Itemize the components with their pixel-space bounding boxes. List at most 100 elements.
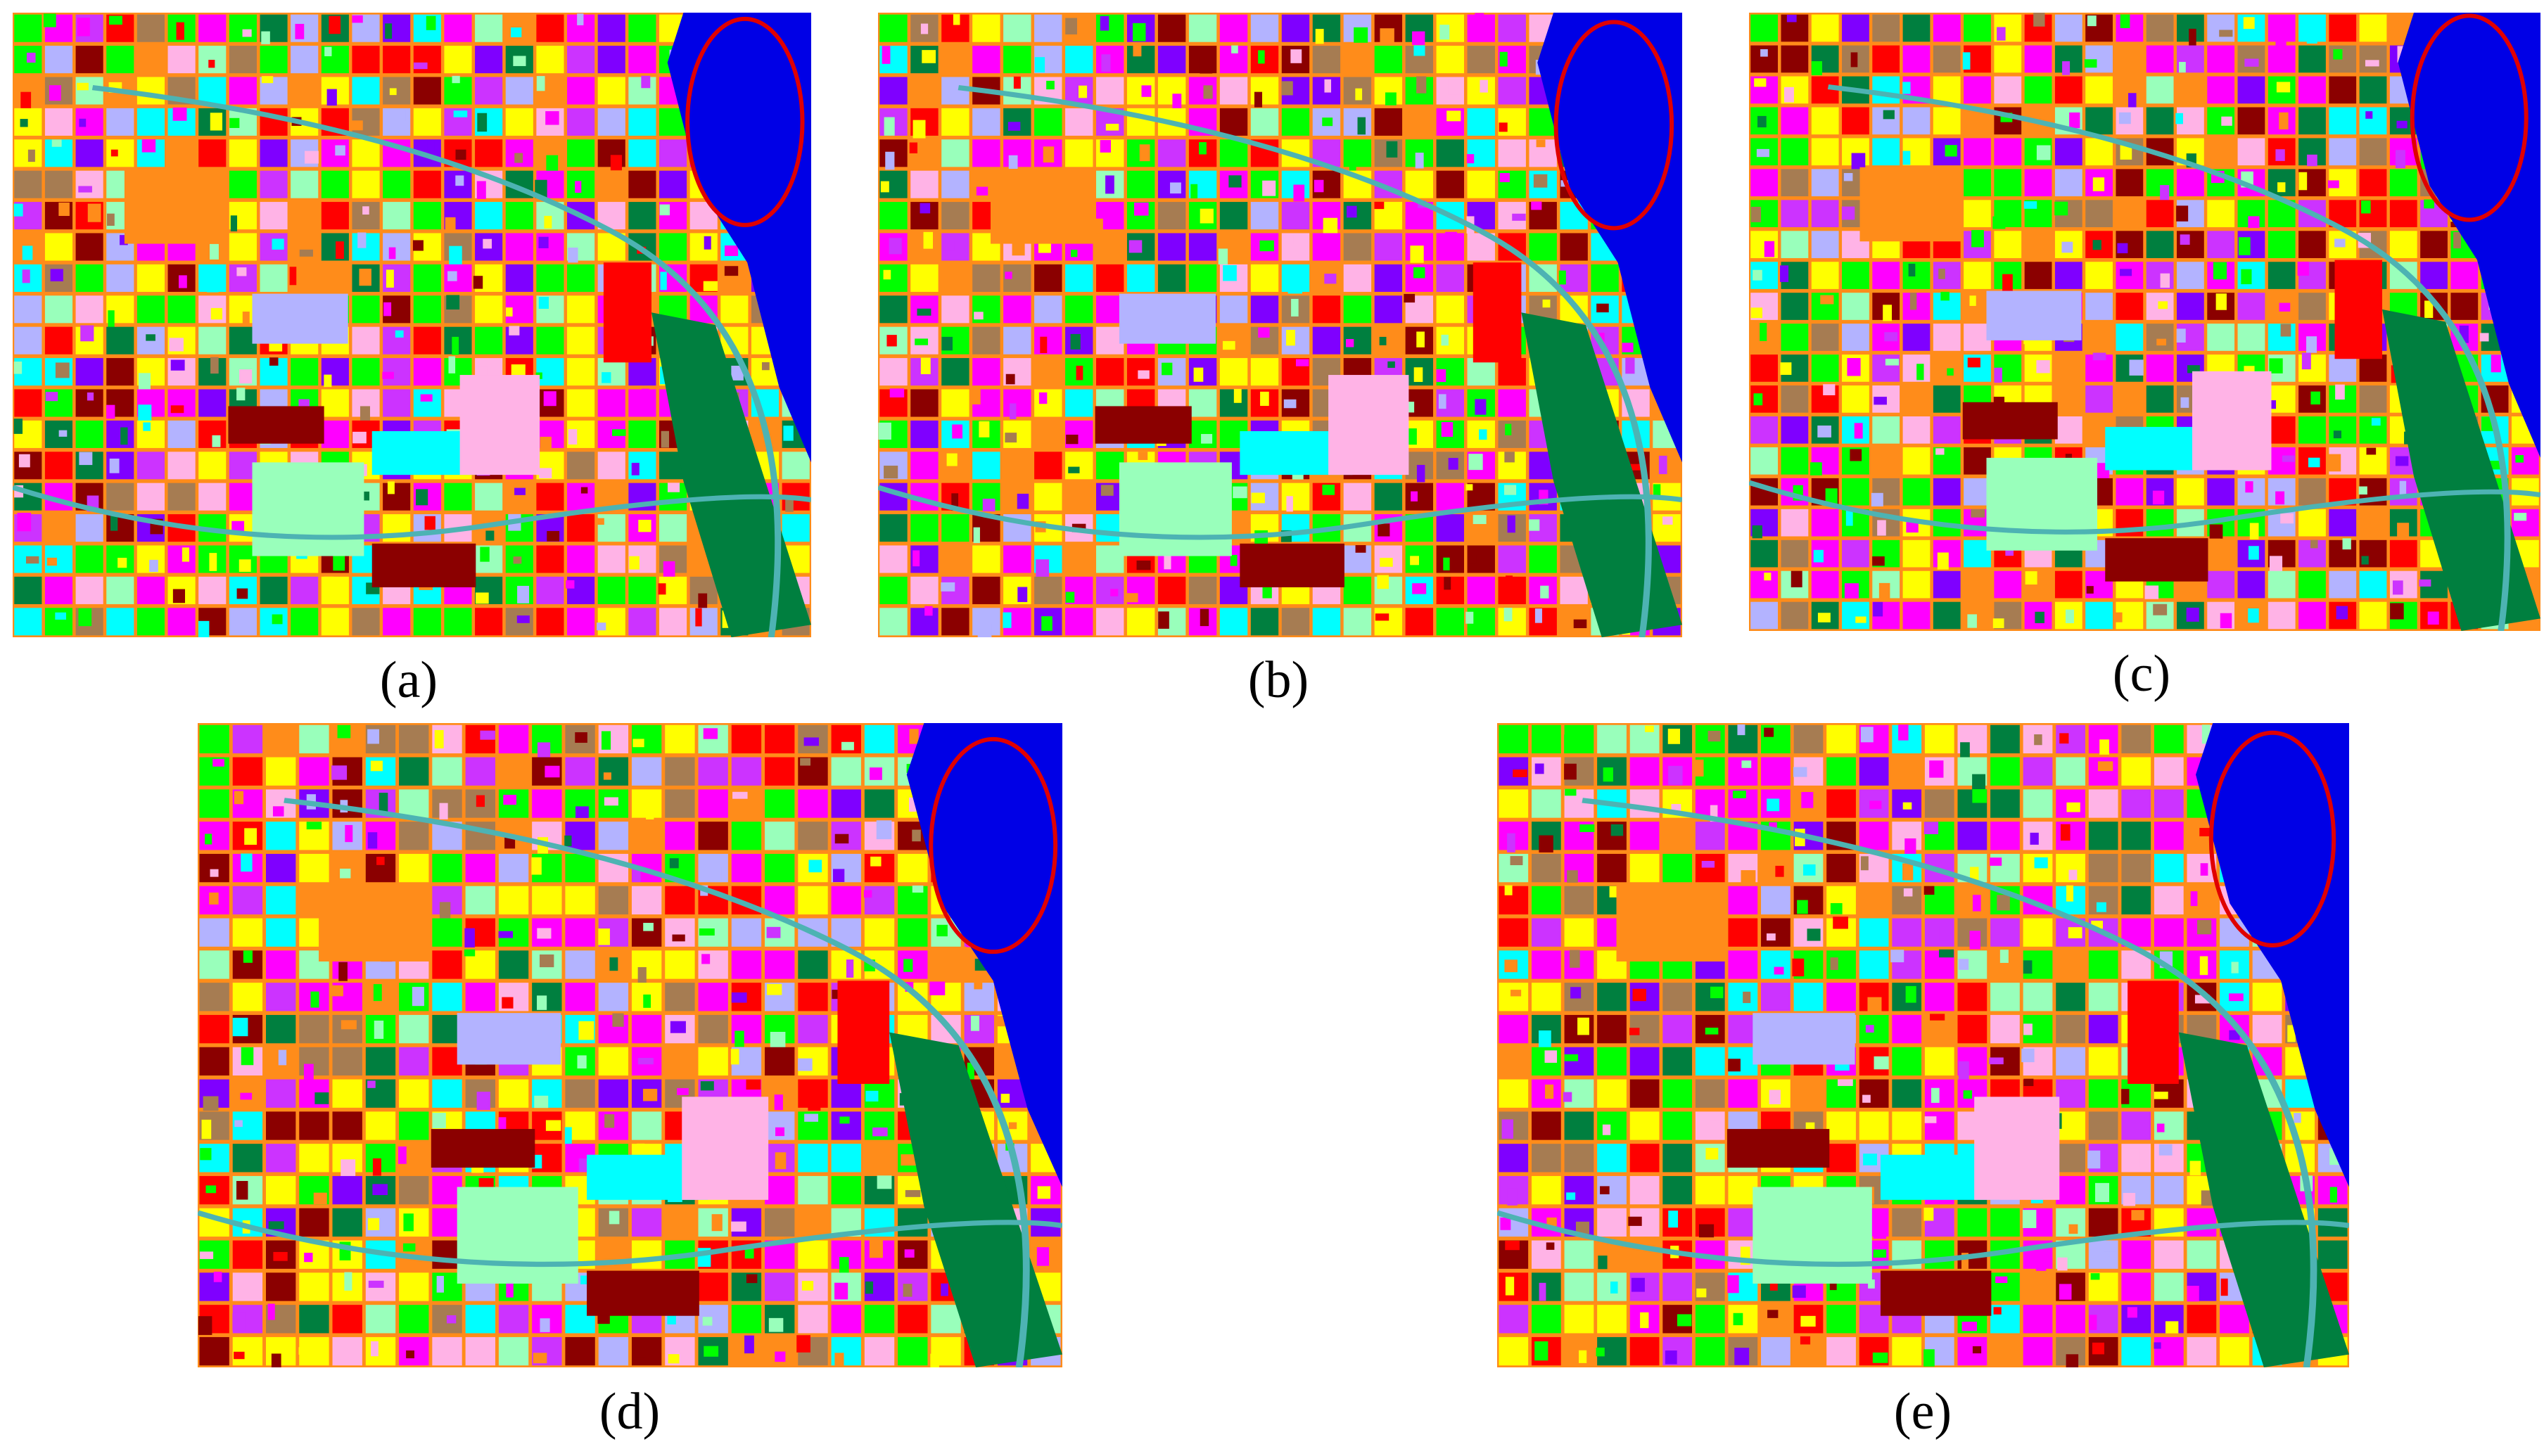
noise bbox=[514, 487, 526, 495]
noise bbox=[534, 1095, 549, 1109]
field bbox=[44, 46, 73, 74]
field bbox=[352, 77, 380, 105]
noise bbox=[1916, 364, 1924, 381]
field bbox=[1990, 789, 2020, 818]
field bbox=[798, 789, 828, 818]
field bbox=[941, 514, 969, 542]
noise bbox=[367, 1218, 380, 1230]
field bbox=[665, 1208, 695, 1237]
noise bbox=[340, 868, 351, 879]
noise bbox=[1564, 763, 1577, 780]
noise bbox=[230, 215, 238, 231]
noise bbox=[2156, 1249, 2163, 1261]
field bbox=[432, 1014, 462, 1044]
field bbox=[2054, 169, 2082, 197]
noise bbox=[1200, 608, 1209, 627]
field bbox=[941, 358, 969, 386]
field bbox=[44, 170, 73, 198]
noise bbox=[241, 853, 253, 872]
field bbox=[1781, 293, 1809, 320]
noise bbox=[1737, 724, 1745, 736]
field bbox=[1096, 576, 1124, 604]
noise bbox=[543, 391, 556, 407]
field bbox=[1957, 886, 1988, 915]
noise bbox=[1883, 305, 1893, 321]
noise bbox=[2491, 355, 2501, 373]
noise bbox=[767, 983, 782, 995]
field bbox=[1990, 757, 2020, 786]
field bbox=[1499, 918, 1529, 947]
field bbox=[1034, 14, 1062, 42]
noise bbox=[1354, 27, 1368, 43]
noise bbox=[2061, 241, 2073, 253]
field bbox=[413, 170, 441, 198]
noise bbox=[1262, 180, 1276, 196]
field bbox=[1872, 262, 1900, 289]
field bbox=[597, 46, 625, 74]
field bbox=[198, 46, 227, 74]
noise bbox=[271, 1353, 281, 1367]
noise bbox=[2298, 172, 2308, 191]
noise bbox=[1283, 234, 1294, 245]
noise bbox=[213, 1272, 222, 1282]
field bbox=[1597, 1047, 1627, 1076]
noise bbox=[326, 89, 337, 106]
field bbox=[972, 108, 1000, 136]
field bbox=[1726, 1129, 1830, 1168]
noise bbox=[974, 982, 983, 990]
field bbox=[1096, 295, 1124, 324]
field bbox=[1826, 1336, 1856, 1366]
noise bbox=[107, 213, 115, 226]
noise bbox=[146, 334, 155, 341]
field bbox=[2207, 200, 2235, 228]
noise bbox=[511, 364, 526, 378]
field bbox=[167, 483, 196, 511]
field bbox=[1781, 539, 1809, 568]
noise bbox=[734, 1030, 744, 1047]
field bbox=[106, 139, 134, 167]
field bbox=[232, 1336, 263, 1366]
noise bbox=[1076, 365, 1083, 381]
field bbox=[505, 483, 533, 511]
field bbox=[2359, 601, 2387, 630]
field bbox=[1811, 169, 1839, 197]
noise bbox=[1752, 525, 1762, 539]
noise bbox=[1800, 1336, 1811, 1345]
field bbox=[1564, 886, 1594, 915]
noise bbox=[917, 308, 931, 316]
noise bbox=[2176, 205, 2189, 222]
noise bbox=[1254, 91, 1263, 108]
field bbox=[1872, 355, 1900, 382]
noise bbox=[920, 203, 931, 214]
field bbox=[365, 1305, 396, 1334]
field bbox=[1343, 233, 1372, 261]
noise bbox=[1750, 307, 1763, 319]
field bbox=[1499, 1144, 1529, 1173]
field bbox=[941, 545, 969, 573]
field bbox=[1629, 1175, 1660, 1205]
noise bbox=[242, 311, 250, 326]
field bbox=[1188, 233, 1217, 261]
field bbox=[75, 170, 103, 198]
field bbox=[597, 108, 625, 136]
highlight-ellipse bbox=[687, 19, 802, 225]
noise bbox=[503, 794, 517, 805]
noise bbox=[273, 1251, 288, 1261]
field bbox=[2024, 169, 2052, 197]
field bbox=[291, 14, 319, 42]
noise bbox=[2297, 261, 2309, 276]
noise bbox=[1902, 863, 1914, 881]
field bbox=[365, 1111, 396, 1140]
field bbox=[1560, 576, 1588, 604]
field bbox=[598, 822, 629, 850]
field bbox=[2116, 293, 2144, 320]
noise bbox=[731, 365, 744, 381]
noise bbox=[2117, 243, 2128, 254]
noise bbox=[2390, 603, 2404, 620]
field bbox=[1842, 385, 1869, 413]
field bbox=[1499, 1305, 1529, 1334]
noise bbox=[1710, 986, 1724, 999]
field bbox=[798, 1208, 828, 1237]
road bbox=[284, 798, 1030, 1367]
noise bbox=[87, 392, 94, 401]
